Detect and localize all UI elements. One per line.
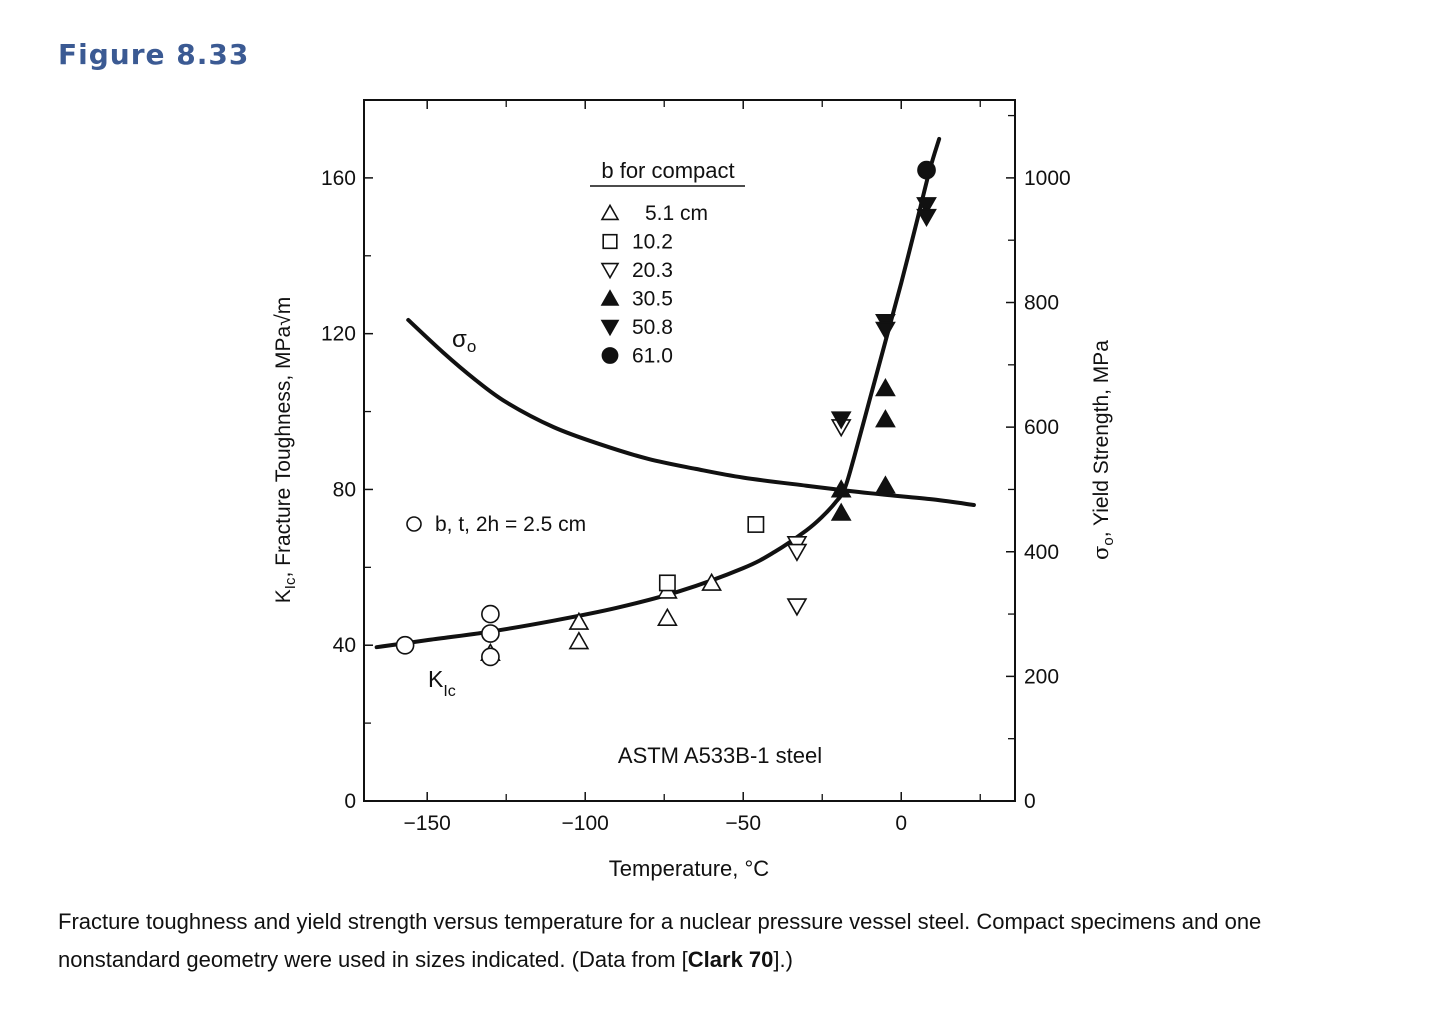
caption-text: Fracture toughness and yield strength ve…: [58, 909, 1262, 972]
y-tick-label: 160: [321, 167, 356, 190]
y-tick-label: 80: [333, 478, 356, 501]
legend-marker-square-open: [602, 233, 618, 250]
y-tick-label: 0: [344, 790, 356, 813]
legend-nonstandard-entry: b, t, 2h = 2.5 cm: [406, 513, 586, 536]
data-point-triangle-open: [568, 631, 590, 650]
data-point-triangle-down-filled: [916, 208, 937, 227]
legend-marker-triangle-down-open: [600, 262, 620, 280]
legend-marker-triangle-down-filled: [600, 319, 620, 337]
legend-marker-triangle-filled: [600, 289, 620, 306]
axis-ticks: −150 −100 −50 0 0 40 80 120 160 0 200 400 600 800 1000: [321, 99, 1071, 835]
legend: b for compact 5.1 cm 10.2 20.3 30.5 50.8 61.0: [590, 158, 745, 368]
y2-tick-label: 800: [1024, 292, 1059, 315]
curve-kic: [374, 136, 942, 650]
y2-tick-label: 1000: [1024, 167, 1071, 190]
y2-tick-label: 400: [1024, 541, 1059, 564]
curve-label-kic: KIc: [428, 666, 456, 700]
y2-tick-label: 600: [1024, 416, 1059, 439]
annotation-steel: ASTM A533B-1 steel: [618, 743, 822, 768]
legend-label: 5.1 cm: [645, 202, 708, 225]
chart: −150 −100 −50 0 0 40 80 120 160 0 200 400 600 800 1000…: [272, 99, 1117, 881]
legend-label: 61.0: [632, 345, 673, 368]
data-point-circle-open: [481, 624, 500, 643]
plot-frame: [363, 99, 1016, 802]
data-point-triangle-down-filled: [916, 197, 937, 216]
curves: [374, 136, 976, 650]
legend-marker-circle-filled: [601, 347, 619, 364]
data-point-triangle-filled: [875, 409, 896, 428]
data-point-triangle-filled: [830, 502, 852, 521]
data-point-triangle-down-filled: [875, 321, 896, 340]
legend-label: 10.2: [632, 231, 673, 254]
caption-reference: Clark 70: [687, 947, 774, 972]
data-point-triangle-down-filled: [830, 411, 852, 430]
x-tick-label: −100: [562, 812, 609, 835]
data-point-triangle-down-open: [786, 543, 808, 562]
data-point-triangle-filled: [830, 479, 852, 498]
legend-label-nonstandard: b, t, 2h = 2.5 cm: [435, 513, 586, 536]
x-tick-label: −50: [725, 812, 761, 835]
legend-marker-circle-open: [406, 516, 422, 532]
figure-caption: Fracture toughness and yield strength ve…: [58, 903, 1358, 979]
y2-tick-label: 0: [1024, 790, 1036, 813]
y-axis-label: KIc, Fracture Toughness, MPa√m: [272, 297, 299, 603]
data-markers: [395, 160, 937, 667]
legend-label: 30.5: [632, 288, 673, 311]
curve-yield-strength: [406, 317, 976, 508]
data-point-triangle-open: [701, 572, 722, 591]
data-point-circle-open: [395, 635, 415, 655]
data-point-triangle-filled: [875, 378, 896, 397]
x-tick-label: 0: [895, 812, 907, 835]
curve-label-sigma: σo: [452, 326, 476, 356]
legend-label: 20.3: [632, 259, 673, 282]
data-point-triangle-down-open: [786, 598, 808, 617]
data-point-square-open: [658, 574, 676, 592]
x-axis-label: Temperature, °C: [609, 856, 770, 881]
data-point-triangle-open: [657, 607, 678, 626]
data-point-triangle-open: [568, 611, 590, 630]
data-point-circle-filled: [917, 160, 936, 180]
legend-label: 50.8: [632, 316, 673, 339]
y-tick-label: 120: [321, 323, 356, 346]
y2-axis-label: σo, Yield Strength, MPa: [1089, 340, 1117, 560]
y-tick-label: 40: [333, 634, 356, 657]
data-point-square-open: [747, 516, 765, 533]
legend-title: b for compact: [601, 158, 734, 183]
data-point-triangle-filled: [875, 475, 896, 494]
legend-marker-triangle-open: [600, 203, 620, 221]
data-point-circle-open: [481, 647, 500, 667]
figure-label: Figure 8.33: [58, 38, 250, 71]
x-tick-label: −150: [404, 812, 451, 835]
data-point-circle-open: [481, 604, 500, 624]
y2-tick-label: 200: [1024, 665, 1059, 688]
caption-text-end: ].): [773, 947, 793, 972]
